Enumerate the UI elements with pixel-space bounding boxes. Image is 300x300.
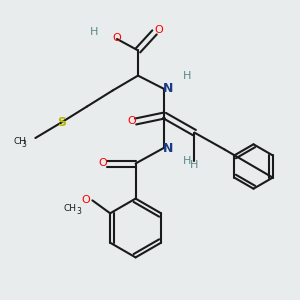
Text: N: N xyxy=(163,142,173,155)
Text: 3: 3 xyxy=(77,207,82,216)
Text: CH: CH xyxy=(64,204,77,213)
Text: O: O xyxy=(112,33,122,43)
Text: H: H xyxy=(183,156,192,167)
Text: N: N xyxy=(163,82,173,95)
Text: S: S xyxy=(57,116,66,129)
Text: O: O xyxy=(98,158,107,168)
Text: H: H xyxy=(183,70,192,81)
Text: H: H xyxy=(90,27,99,38)
Text: O: O xyxy=(81,195,90,206)
Text: O: O xyxy=(127,116,136,126)
Text: H: H xyxy=(190,160,199,170)
Text: O: O xyxy=(154,25,163,35)
Text: 3: 3 xyxy=(22,140,26,149)
Text: CH: CH xyxy=(14,137,26,146)
